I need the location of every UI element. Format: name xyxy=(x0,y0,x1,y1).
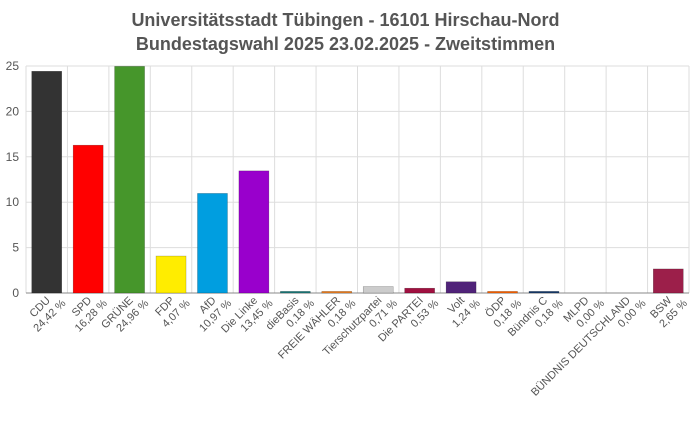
bars xyxy=(31,66,684,294)
bar-bsw xyxy=(653,268,684,294)
y-tick-label: 5 xyxy=(12,241,19,255)
bar-volt xyxy=(445,281,477,294)
chart-title-line-2: Bundestagswahl 2025 23.02.2025 - Zweitst… xyxy=(136,34,555,54)
x-tick-label: Volt1,24 % xyxy=(441,288,483,330)
grid-lines xyxy=(25,65,690,294)
bar-cdu xyxy=(31,71,62,294)
chart-title-line-1: Universitätsstadt Tübingen - 16101 Hirsc… xyxy=(131,10,559,30)
x-tick-label: GRÜNE24,96 % xyxy=(99,288,151,340)
y-tick-label: 15 xyxy=(6,150,20,164)
y-tick-label: 20 xyxy=(6,104,20,118)
bar-tierschutzpartei xyxy=(362,286,394,294)
x-tick-label: FDP4,07 % xyxy=(151,288,193,330)
bar-die-partei xyxy=(404,287,435,294)
bar-freie-wähler xyxy=(321,291,353,294)
bar-grüne xyxy=(114,66,145,294)
y-tick-label: 10 xyxy=(6,195,20,209)
y-tick-label: 25 xyxy=(6,59,20,73)
x-tick-label: BSW2,65 % xyxy=(648,288,690,330)
x-tick-label: CDU24,42 % xyxy=(22,288,68,334)
bar-diebasis xyxy=(280,291,311,294)
x-tick-label: Die Linke13,45 % xyxy=(219,288,276,345)
bar-spd xyxy=(72,144,104,294)
y-axis-ticks: 0 5 10 15 20 25 xyxy=(6,59,20,300)
bar-bündnis-c xyxy=(528,291,560,294)
bar-ödp xyxy=(487,291,518,294)
bar-fdp xyxy=(155,255,187,294)
y-tick-label: 0 xyxy=(12,286,19,300)
x-tick-label: Die PARTEI0,53 % xyxy=(376,288,441,353)
x-axis-ticks: CDU24,42 % SPD16,28 %GRÜNE24,96 % FDP4,07 … xyxy=(22,288,690,398)
bar-die-linke xyxy=(238,170,270,294)
bar-afd xyxy=(197,193,228,294)
